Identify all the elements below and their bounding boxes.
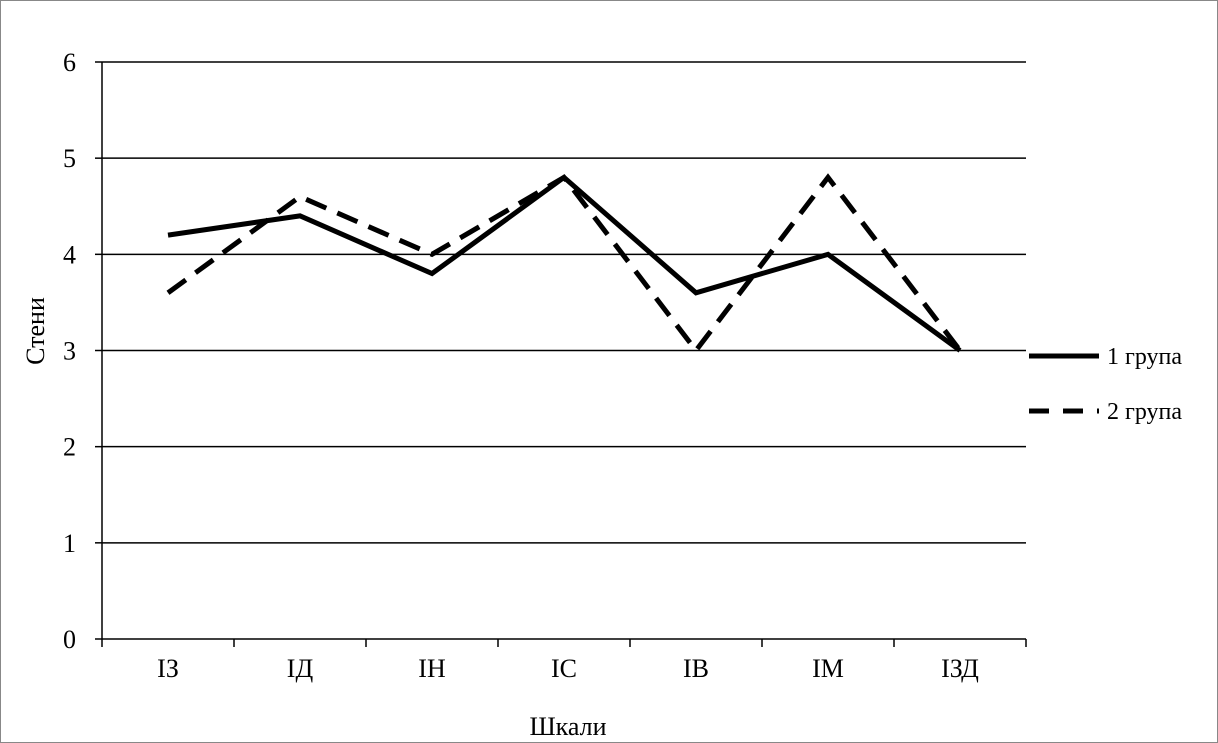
y-tick-labels: 0 1 2 3 4 5 6 <box>63 48 76 654</box>
y-tick-label: 5 <box>63 144 76 173</box>
gridlines <box>102 61 1026 544</box>
y-axis-title: Стени <box>21 297 50 365</box>
y-tick-label: 3 <box>63 337 76 366</box>
legend: 1 група 2 група <box>1029 344 1182 425</box>
y-tick-label: 6 <box>63 48 76 77</box>
series-lines <box>166 173 962 355</box>
y-tick-label: 2 <box>63 433 76 462</box>
x-tick-label: ІМ <box>812 654 844 683</box>
legend-label-1: 1 група <box>1107 344 1182 370</box>
legend-label-2: 2 група <box>1107 399 1182 425</box>
axes <box>95 61 1027 647</box>
x-tick-labels: ІЗ ІД ІН ІС ІВ ІМ ІЗД <box>157 654 979 683</box>
x-axis-title: Шкали <box>529 712 606 741</box>
y-tick-label: 0 <box>63 625 76 654</box>
x-tick-label: ІВ <box>683 654 709 683</box>
x-tick-label: ІС <box>551 654 577 683</box>
x-tick-label: ІН <box>418 654 446 683</box>
y-tick-label: 4 <box>63 240 76 269</box>
x-tick-label: ІД <box>287 654 314 683</box>
x-tick-label: ІЗ <box>157 654 179 683</box>
y-tick-label: 1 <box>63 529 76 558</box>
x-tick-label: ІЗД <box>941 654 979 683</box>
